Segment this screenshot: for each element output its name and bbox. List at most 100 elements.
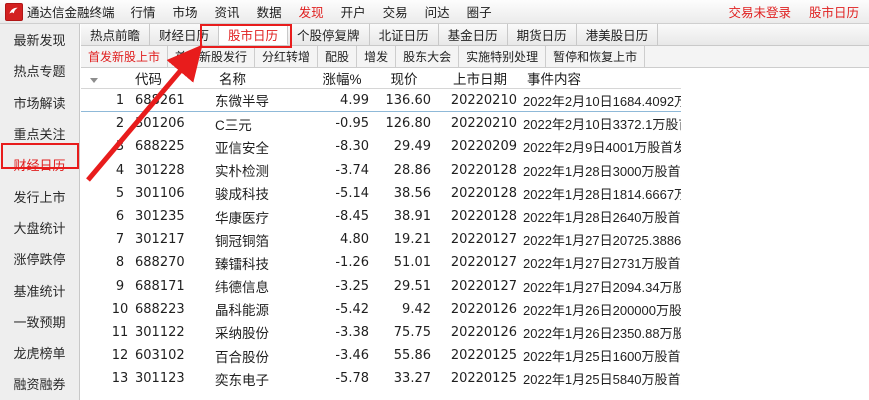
main-panel: 热点前瞻 财经日历 股市日历 个股停复牌 北证日历 基金日历 期货日历 港美股日… xyxy=(81,24,869,400)
table-row[interactable]: 10 688223 晶科能源 -5.42 9.42 20220126 2022年… xyxy=(81,298,869,321)
table-row[interactable]: 12 603102 百合股份 -3.46 55.86 20220125 2022… xyxy=(81,344,869,367)
tab-futures-calendar[interactable]: 期货日历 xyxy=(507,24,577,45)
row-index: 10 xyxy=(111,301,129,317)
row-event: 2022年2月10日1684.4092万股 xyxy=(523,93,701,109)
menu-item-faxian[interactable]: 发现 xyxy=(298,6,324,20)
subtab-suspension-resumption[interactable]: 暂停和恢复上市 xyxy=(546,46,646,67)
sidebar-item-issuance-listing[interactable]: 发行上市 xyxy=(13,189,66,205)
row-list-date: 20220128 xyxy=(450,162,517,178)
sidebar-item-market-interpretation[interactable]: 市场解读 xyxy=(13,95,66,111)
subtab-special-treatment[interactable]: 实施特别处理 xyxy=(459,46,547,67)
row-name: 百合股份 xyxy=(215,349,269,365)
table-row[interactable]: 13 301123 奕东电子 -5.78 33.27 20220125 2022… xyxy=(81,367,869,390)
row-code: 688261 xyxy=(135,92,185,108)
sidebar-item-benchmark-statistics[interactable]: 基准统计 xyxy=(13,283,66,299)
table-row[interactable]: 6 301235 华康医疗 -8.45 38.91 20220128 2022年… xyxy=(81,205,869,228)
table-row[interactable]: 4 301228 实朴检测 -3.74 28.86 20220128 2022年… xyxy=(81,159,869,182)
col-header-list-date[interactable]: 上市日期 xyxy=(453,72,507,87)
row-index: 6 xyxy=(115,209,125,225)
row-event: 2022年2月9日4001万股首发新 xyxy=(523,140,700,156)
menu-item-wenda[interactable]: 问达 xyxy=(424,6,450,20)
subtab-rights-issue[interactable]: 配股 xyxy=(318,46,358,67)
row-code: 688223 xyxy=(135,301,185,317)
row-name: 东微半导 xyxy=(215,94,269,110)
row-price: 33.27 xyxy=(393,371,431,387)
tab-fund-calendar[interactable]: 基金日历 xyxy=(438,24,508,45)
row-code: 688225 xyxy=(135,139,185,155)
row-change: -3.38 xyxy=(335,324,369,340)
col-header-change[interactable]: 涨幅% xyxy=(322,72,362,87)
sidebar-item-margin-trading[interactable]: 融资融券 xyxy=(13,377,66,393)
stock-calendar-link[interactable]: 股市日历 xyxy=(808,6,859,20)
row-event: 2022年1月28日2640万股首发 xyxy=(523,210,694,226)
sub-tab-bar-filler xyxy=(645,46,869,67)
row-event: 2022年1月27日20725.3886万月 xyxy=(523,233,708,249)
row-change: 4.99 xyxy=(340,92,369,108)
menu-item-shichang[interactable]: 市场 xyxy=(172,6,198,20)
row-change: -5.78 xyxy=(335,371,369,387)
sidebar-item-market-statistics[interactable]: 大盘统计 xyxy=(13,220,66,236)
tab-stock-calendar[interactable]: 股市日历 xyxy=(219,24,289,45)
row-code: 688270 xyxy=(135,255,185,271)
row-event: 2022年1月28日1814.6667万股 xyxy=(523,186,701,202)
subtab-ipo-listing[interactable]: 首发新股上市 xyxy=(81,46,169,67)
row-index: 12 xyxy=(111,348,129,364)
table-row[interactable]: 3 688225 亚信安全 -8.30 29.49 20220209 2022年… xyxy=(81,135,869,158)
tab-hk-us-calendar[interactable]: 港美股日历 xyxy=(576,24,659,45)
tab-beijing-exchange-calendar[interactable]: 北证日历 xyxy=(369,24,439,45)
sidebar-item-key-focus[interactable]: 重点关注 xyxy=(13,127,66,143)
row-list-date: 20220128 xyxy=(450,209,517,225)
data-table: 代码 名称 涨幅% 现价 上市日期 事件内容 1 688261 东微半导 4.9… xyxy=(81,68,869,400)
tab-financial-calendar[interactable]: 财经日历 xyxy=(150,24,220,45)
row-change: -8.45 xyxy=(335,209,369,225)
row-list-date: 20220125 xyxy=(450,371,517,387)
sort-dropdown-button[interactable] xyxy=(81,71,107,86)
col-header-price[interactable]: 现价 xyxy=(390,72,418,87)
row-list-date: 20220125 xyxy=(450,348,517,364)
col-header-code[interactable]: 代码 xyxy=(135,72,162,87)
tab-stock-suspension[interactable]: 个股停复牌 xyxy=(288,24,370,45)
menu-item-hangqing[interactable]: 行情 xyxy=(130,6,156,20)
sidebar-item-consensus-expectation[interactable]: 一致预期 xyxy=(13,314,66,330)
row-price: 29.49 xyxy=(393,139,431,155)
col-header-name[interactable]: 名称 xyxy=(219,72,246,87)
row-change: -5.14 xyxy=(335,185,369,201)
row-event: 2022年1月26日2350.88万股首 xyxy=(523,325,699,341)
row-name: 华康医疗 xyxy=(215,210,269,226)
table-row[interactable]: 5 301106 骏成科技 -5.14 38.56 20220128 2022年… xyxy=(81,182,869,205)
top-menu-bar: 通达信金融终端 行情 市场 资讯 数据 发现 开户 交易 问达 圈子 交易未登录… xyxy=(0,0,869,24)
sidebar-item-limit-up-down[interactable]: 涨停跌停 xyxy=(13,252,66,268)
row-price: 38.56 xyxy=(393,185,431,201)
table-row[interactable]: 11 301122 采纳股份 -3.38 75.75 20220126 2022… xyxy=(81,321,869,344)
row-list-date: 20220210 xyxy=(450,92,517,108)
table-row[interactable]: 7 301217 铜冠铜箔 4.80 19.21 20220127 2022年1… xyxy=(81,228,869,251)
table-header-row: 代码 名称 涨幅% 现价 上市日期 事件内容 xyxy=(81,68,869,89)
tab-hot-outlook[interactable]: 热点前瞻 xyxy=(81,24,151,45)
subtab-additional-issue[interactable]: 增发 xyxy=(357,46,397,67)
subtab-dividend-bonus[interactable]: 分红转增 xyxy=(255,46,319,67)
row-name: C三元 xyxy=(215,117,252,133)
sidebar-item-dragon-tiger-list[interactable]: 龙虎榜单 xyxy=(13,346,66,362)
menu-item-kaihu[interactable]: 开户 xyxy=(340,6,366,20)
row-name: 铜冠铜箔 xyxy=(215,233,269,249)
row-code: 301217 xyxy=(135,232,185,248)
table-row[interactable]: 9 688171 纬德信息 -3.25 29.51 20220127 2022年… xyxy=(81,275,869,298)
table-row[interactable]: 2 301206 C三元 -0.95 126.80 20220210 2022年… xyxy=(81,112,869,135)
sidebar-item-hot-topics[interactable]: 热点专题 xyxy=(13,64,66,80)
menu-item-jiaoyi[interactable]: 交易 xyxy=(382,6,408,20)
sidebar-item-financial-calendar[interactable]: 财经日历 xyxy=(13,158,66,174)
row-price: 28.86 xyxy=(393,162,431,178)
menu-item-shuju[interactable]: 数据 xyxy=(256,6,282,20)
menu-item-zixun[interactable]: 资讯 xyxy=(214,6,240,20)
table-row[interactable]: 8 688270 臻镭科技 -1.26 51.01 20220127 2022年… xyxy=(81,251,869,274)
row-event: 2022年1月25日1600万股首发 xyxy=(523,349,694,365)
menu-item-quanzi[interactable]: 圈子 xyxy=(466,6,492,20)
row-change: -5.42 xyxy=(335,301,369,317)
sidebar-item-latest-discovery[interactable]: 最新发现 xyxy=(13,33,66,49)
table-row[interactable]: 1 688261 东微半导 4.99 136.60 20220210 2022年… xyxy=(81,89,869,113)
subtab-shareholder-meeting[interactable]: 股东大会 xyxy=(396,46,460,67)
subtab-ipo-issuance[interactable]: 首发新股发行 xyxy=(168,46,256,67)
col-header-event[interactable]: 事件内容 xyxy=(527,72,581,87)
trade-login-status[interactable]: 交易未登录 xyxy=(728,6,791,20)
